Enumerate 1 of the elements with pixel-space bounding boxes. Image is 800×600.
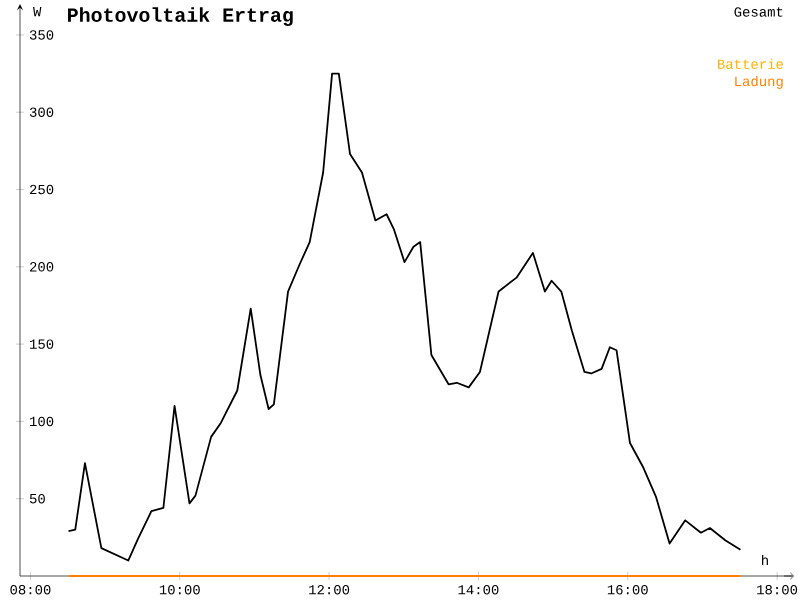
chart-title: Photovoltaik Ertrag: [68, 7, 293, 26]
